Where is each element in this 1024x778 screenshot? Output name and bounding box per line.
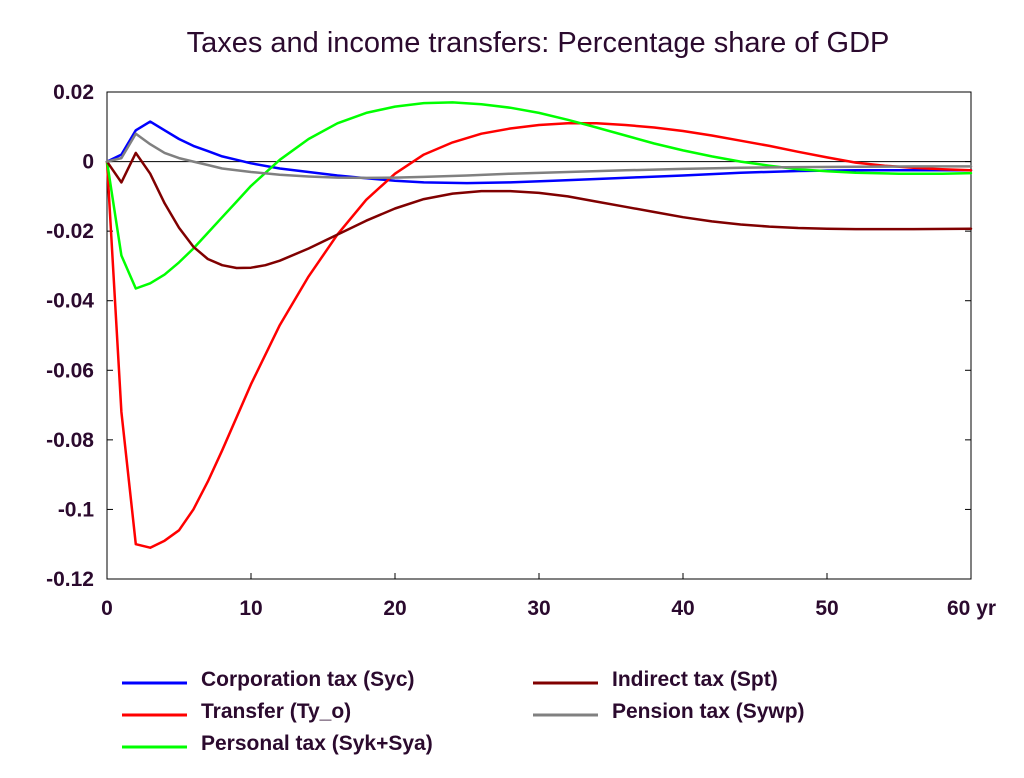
legend-label-pension-tax-sywp: Pension tax (Sywp): [612, 700, 805, 723]
y-tick-label: -0.1: [58, 498, 95, 521]
legend-label-personal-tax-syk-sya: Personal tax (Syk+Sya): [201, 732, 433, 755]
x-tick-label: 60 yr: [947, 597, 996, 620]
y-tick-label: -0.02: [46, 220, 94, 243]
series-line-personal-tax-syk-sya: [105, 101, 973, 290]
series-group: [105, 101, 973, 549]
legend-label-indirect-tax-spt: Indirect tax (Spt): [612, 668, 778, 691]
legend-label-transfer-ty-o: Transfer (Ty_o): [201, 700, 351, 723]
x-tick-label: 40: [671, 597, 694, 620]
series-line-indirect-tax-spt: [105, 151, 973, 270]
y-tick-label: -0.08: [46, 429, 94, 452]
x-tick-label: 10: [239, 597, 262, 620]
x-tick-label: 0: [101, 597, 113, 620]
plot-frame: [106, 91, 972, 580]
x-tick-label: 30: [527, 597, 550, 620]
chart-title: Taxes and income transfers: Percentage s…: [187, 27, 890, 59]
legend: Corporation tax (Syc) Transfer (Ty_o) Pers…: [122, 668, 805, 755]
y-tick-label: -0.12: [46, 568, 94, 591]
series-line-transfer-ty-o: [105, 122, 973, 549]
y-tick-label: 0.02: [53, 81, 94, 104]
y-tick-label: -0.06: [46, 359, 94, 382]
x-axis: 0 10 20 30 40 50 60 yr: [101, 573, 996, 620]
y-tick-label: 0: [82, 151, 94, 174]
series-line-pension-tax-sywp: [105, 132, 973, 180]
y-tick-label: -0.04: [46, 290, 94, 313]
x-tick-label: 50: [815, 597, 838, 620]
y-axis: 0.02 0 -0.02 -0.04 -0.06 -0.08 -0.1 -0.12: [46, 81, 971, 591]
x-tick-label: 20: [383, 597, 406, 620]
legend-label-corporation-tax-syc: Corporation tax (Syc): [201, 668, 415, 691]
